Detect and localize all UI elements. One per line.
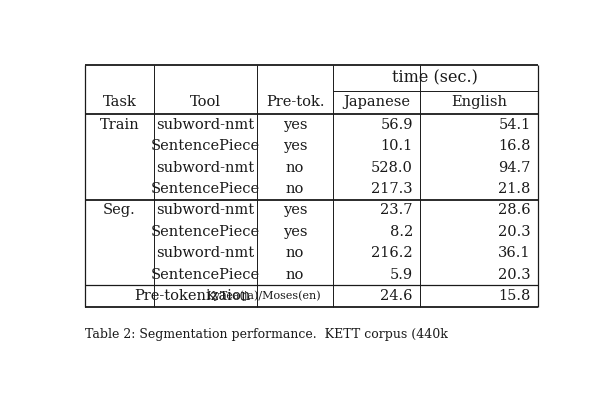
Text: yes: yes bbox=[283, 225, 308, 239]
Text: 20.3: 20.3 bbox=[498, 268, 531, 282]
Text: SentencePiece: SentencePiece bbox=[151, 182, 260, 196]
Text: no: no bbox=[286, 161, 304, 175]
Text: subword-nmt: subword-nmt bbox=[156, 203, 255, 217]
Text: yes: yes bbox=[283, 203, 308, 217]
Text: 16.8: 16.8 bbox=[498, 139, 531, 153]
Text: 20.3: 20.3 bbox=[498, 225, 531, 239]
Text: subword-nmt: subword-nmt bbox=[156, 161, 255, 175]
Text: Pre-tok.: Pre-tok. bbox=[266, 95, 324, 109]
Text: subword-nmt: subword-nmt bbox=[156, 246, 255, 260]
Text: no: no bbox=[286, 268, 304, 282]
Text: 54.1: 54.1 bbox=[499, 118, 531, 132]
Text: Task: Task bbox=[103, 95, 137, 109]
Text: yes: yes bbox=[283, 118, 308, 132]
Text: 217.3: 217.3 bbox=[371, 182, 413, 196]
Text: 8.2: 8.2 bbox=[390, 225, 413, 239]
Text: 15.8: 15.8 bbox=[499, 289, 531, 303]
Text: SentencePiece: SentencePiece bbox=[151, 225, 260, 239]
Text: 36.1: 36.1 bbox=[498, 246, 531, 260]
Text: SentencePiece: SentencePiece bbox=[151, 268, 260, 282]
Text: 94.7: 94.7 bbox=[499, 161, 531, 175]
Text: Japanese: Japanese bbox=[343, 95, 410, 109]
Text: 528.0: 528.0 bbox=[371, 161, 413, 175]
Text: 21.8: 21.8 bbox=[499, 182, 531, 196]
Text: 23.7: 23.7 bbox=[381, 203, 413, 217]
Text: KyTea(ja)/Moses(en): KyTea(ja)/Moses(en) bbox=[206, 290, 320, 301]
Text: subword-nmt: subword-nmt bbox=[156, 118, 255, 132]
Text: 5.9: 5.9 bbox=[390, 268, 413, 282]
Text: Seg.: Seg. bbox=[103, 203, 136, 217]
Text: 28.6: 28.6 bbox=[498, 203, 531, 217]
Text: 24.6: 24.6 bbox=[381, 289, 413, 303]
Text: 216.2: 216.2 bbox=[371, 246, 413, 260]
Text: English: English bbox=[451, 95, 507, 109]
Text: Train: Train bbox=[100, 118, 139, 132]
Text: time (sec.): time (sec.) bbox=[392, 69, 478, 86]
Text: Tool: Tool bbox=[190, 95, 221, 109]
Text: no: no bbox=[286, 182, 304, 196]
Text: yes: yes bbox=[283, 139, 308, 153]
Text: SentencePiece: SentencePiece bbox=[151, 139, 260, 153]
Text: Pre-tokenizaion: Pre-tokenizaion bbox=[134, 289, 251, 303]
Text: 56.9: 56.9 bbox=[381, 118, 413, 132]
Text: Table 2: Segmentation performance.  KETT corpus (440k: Table 2: Segmentation performance. KETT … bbox=[85, 328, 448, 341]
Text: 10.1: 10.1 bbox=[381, 139, 413, 153]
Text: no: no bbox=[286, 246, 304, 260]
